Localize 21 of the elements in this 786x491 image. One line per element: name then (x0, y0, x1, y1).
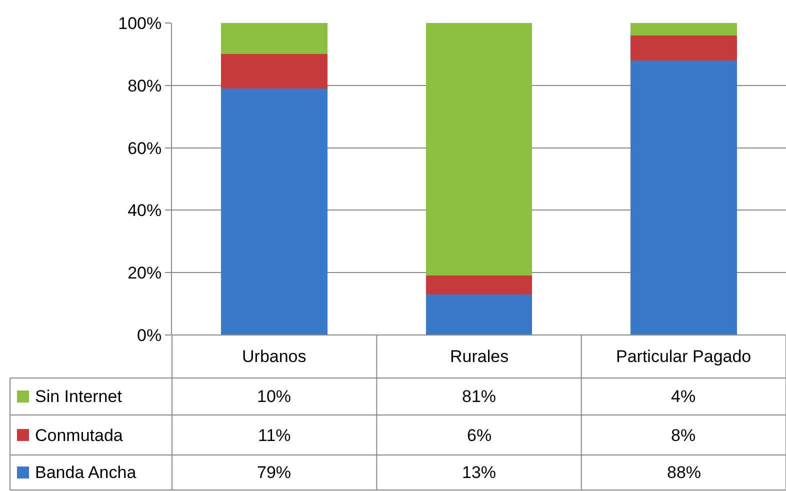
data-label: 79% (257, 463, 292, 482)
data-label: 4% (671, 387, 696, 406)
data-label: 13% (462, 463, 496, 482)
y-tick-label: 0% (137, 326, 162, 345)
y-tick-label: 100% (118, 14, 162, 33)
data-label: 8% (671, 426, 696, 445)
data-label: 11% (258, 426, 291, 445)
legend-label: Sin Internet (35, 387, 122, 406)
y-tick-label: 60% (128, 138, 162, 158)
x-tick-label: Particular Pagado (616, 347, 752, 366)
x-tick-label: Urbanos (242, 347, 306, 366)
legend-label: Conmutada (35, 426, 124, 445)
data-label: 10% (257, 387, 292, 406)
legend-label: Banda Ancha (35, 463, 137, 482)
data-label: 88% (667, 463, 702, 482)
data-label: 81% (462, 387, 496, 406)
y-tick-label: 20% (128, 264, 162, 283)
data-label: 6% (467, 426, 492, 445)
y-tick-label: 80% (128, 76, 162, 96)
x-tick-label: Rurales (450, 347, 509, 366)
y-tick-label: 40% (128, 201, 162, 220)
